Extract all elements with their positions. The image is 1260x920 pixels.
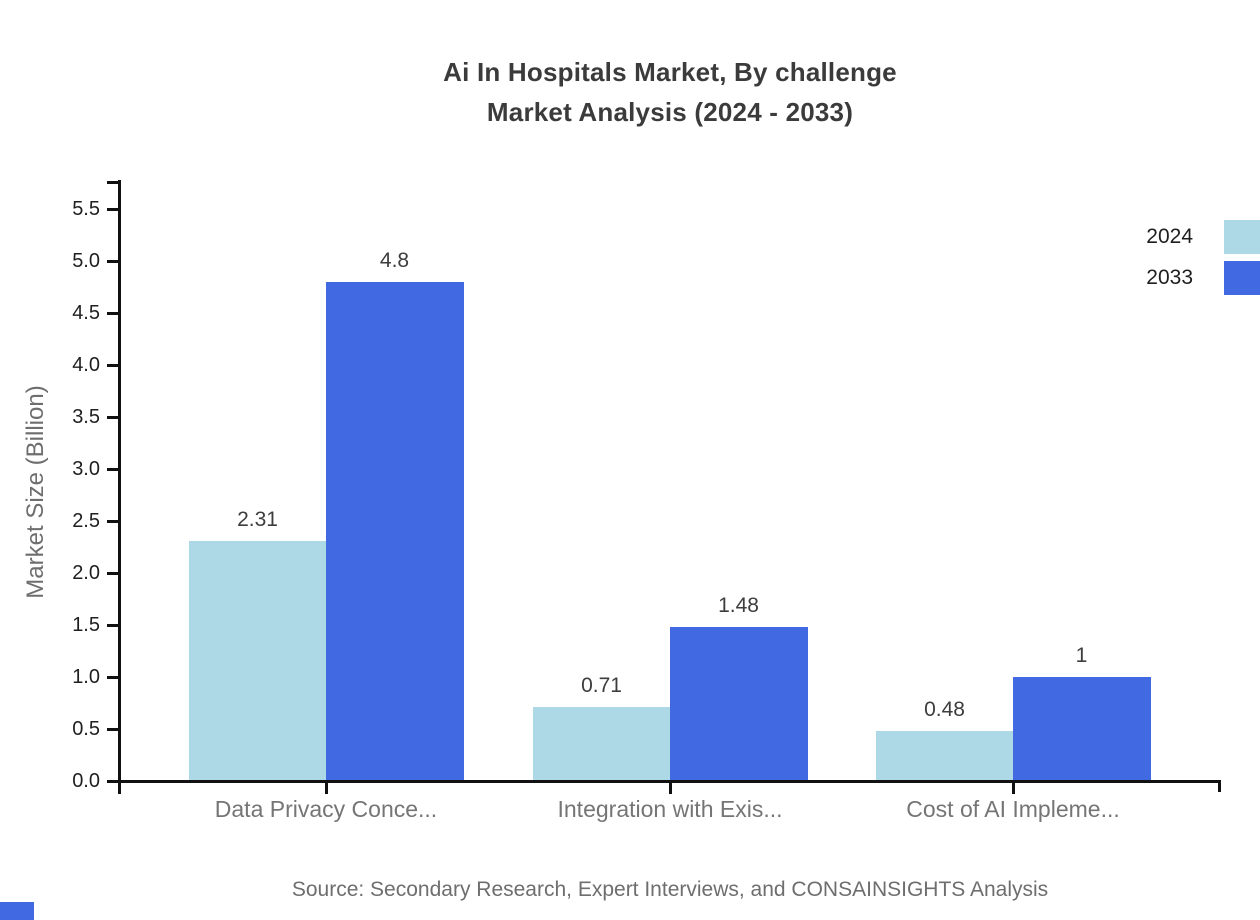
y-tick-label: 5.0 [72,250,100,272]
bar-2024-3 [876,731,1013,780]
y-tick-label: 3.5 [72,406,100,428]
bar-2024-2 [533,707,670,780]
bar-2033-2 [670,627,808,780]
y-tick-label: 3.0 [72,458,100,480]
legend-swatch-2033 [1224,261,1260,295]
bar-value-label: 1 [1075,644,1088,667]
y-tick [107,312,120,315]
y-tick [107,468,120,471]
category-tick [1012,781,1015,794]
y-tick-label: 2.5 [72,510,100,532]
y-tick [107,260,120,263]
y-tick-label: 0.0 [72,770,100,792]
category-label: Cost of AI Impleme... [906,796,1120,822]
source-note: Source: Secondary Research, Expert Inter… [291,878,1049,901]
legend-swatch-2024 [1224,220,1260,254]
x-axis-end-cap [1218,781,1221,792]
bar-value-label: 0.71 [581,674,622,697]
y-tick [107,208,120,211]
category-label: Integration with Exis... [557,796,783,822]
chart-title-line1: Ai In Hospitals Market, By challenge [443,57,897,87]
y-tick [107,572,120,575]
legend-item-2033: 2033 [0,261,1260,295]
y-tick [107,676,120,679]
bar-value-label: 1.48 [718,594,759,617]
y-axis-end-cap [107,181,120,184]
x-axis-line [107,780,1221,783]
y-tick [107,624,120,627]
y-tick [107,728,120,731]
y-tick-label: 4.0 [72,354,100,376]
chart-title-line2: Market Analysis (2024 - 2033) [486,97,854,127]
legend-label-2024: 2024 [1146,225,1193,248]
y-tick-label: 1.0 [72,666,100,688]
category-tick [325,781,328,794]
bar-value-label: 0.48 [924,698,965,721]
legend-item-2024: 2024 [0,220,1260,254]
y-tick-label: 1.5 [72,614,100,636]
y-tick [107,520,120,523]
y-tick-label: 0.5 [72,718,100,740]
y-tick-label: 2.0 [72,562,100,584]
y-tick-label: 4.5 [72,302,100,324]
bar-2024-1 [189,541,326,780]
bar-value-label: 4.8 [379,249,410,272]
y-tick [107,416,120,419]
brand-corner-square [0,902,34,920]
y-tick [107,364,120,367]
legend-label-2033: 2033 [1146,266,1193,289]
y-axis-line [118,180,121,794]
bar-value-label: 2.31 [237,508,278,531]
bar-2033-3 [1013,677,1151,780]
y-tick-label: 5.5 [72,198,100,220]
category-label: Data Privacy Conce... [214,796,438,822]
category-tick [669,781,672,794]
bar-2033-1 [326,282,464,780]
chart-title: Ai In Hospitals Market, By challenge Mar… [80,52,1260,132]
